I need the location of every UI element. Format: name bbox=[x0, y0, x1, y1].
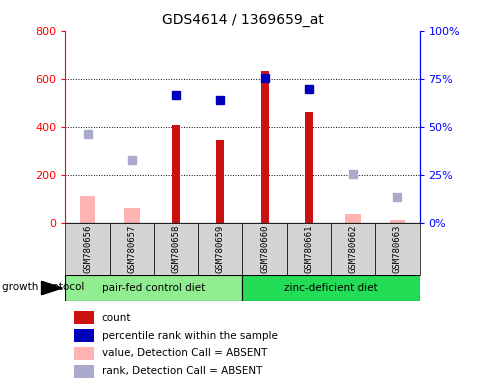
Text: GSM780661: GSM780661 bbox=[304, 225, 313, 273]
Bar bbox=[389, 220, 404, 223]
Bar bbox=[74, 329, 93, 342]
Bar bbox=[242, 275, 419, 301]
Bar bbox=[198, 223, 242, 275]
Bar bbox=[286, 223, 330, 275]
Text: GSM780656: GSM780656 bbox=[83, 225, 92, 273]
Bar bbox=[242, 223, 286, 275]
Text: GSM780657: GSM780657 bbox=[127, 225, 136, 273]
Bar bbox=[74, 365, 93, 377]
Text: value, Detection Call = ABSENT: value, Detection Call = ABSENT bbox=[102, 348, 267, 358]
Text: zinc-deficient diet: zinc-deficient diet bbox=[284, 283, 377, 293]
Bar bbox=[345, 214, 360, 223]
Bar bbox=[304, 113, 312, 223]
Text: GSM780660: GSM780660 bbox=[259, 225, 269, 273]
Bar bbox=[65, 223, 109, 275]
Bar bbox=[375, 223, 419, 275]
Bar bbox=[124, 208, 139, 223]
Text: pair-fed control diet: pair-fed control diet bbox=[102, 283, 205, 293]
Title: GDS4614 / 1369659_at: GDS4614 / 1369659_at bbox=[161, 13, 323, 27]
Bar bbox=[153, 223, 198, 275]
Text: GSM780662: GSM780662 bbox=[348, 225, 357, 273]
Bar bbox=[330, 223, 375, 275]
Bar bbox=[74, 311, 93, 324]
Text: GSM780663: GSM780663 bbox=[392, 225, 401, 273]
Bar bbox=[172, 125, 180, 223]
Bar bbox=[74, 347, 93, 360]
Text: GSM780659: GSM780659 bbox=[215, 225, 225, 273]
Bar bbox=[260, 71, 268, 223]
Bar bbox=[80, 196, 95, 223]
Polygon shape bbox=[42, 281, 62, 295]
Text: rank, Detection Call = ABSENT: rank, Detection Call = ABSENT bbox=[102, 366, 261, 376]
Bar bbox=[65, 275, 242, 301]
Text: GSM780658: GSM780658 bbox=[171, 225, 180, 273]
Text: growth protocol: growth protocol bbox=[2, 282, 85, 292]
Bar bbox=[109, 223, 153, 275]
Text: count: count bbox=[102, 313, 131, 323]
Text: percentile rank within the sample: percentile rank within the sample bbox=[102, 331, 277, 341]
Bar bbox=[216, 140, 224, 223]
